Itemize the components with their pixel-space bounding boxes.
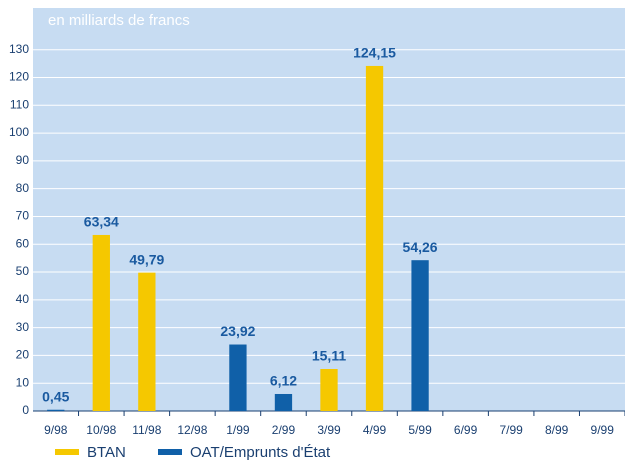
y-tick-label: 0 (22, 403, 29, 417)
x-tick-label: 9/98 (44, 423, 68, 437)
bar (365, 65, 384, 412)
y-tick-label: 100 (9, 125, 29, 139)
x-tick-label: 8/99 (545, 423, 569, 437)
y-tick-label: 50 (16, 264, 30, 278)
value-label: 49,79 (129, 251, 164, 267)
y-tick-label: 130 (9, 42, 29, 56)
y-tick-label: 80 (16, 181, 30, 195)
x-tick-label: 11/98 (132, 423, 161, 437)
y-tick-label: 70 (16, 209, 30, 223)
legend-label: BTAN (87, 444, 126, 461)
y-tick-label: 30 (16, 320, 30, 334)
chart-title: en milliards de francs (48, 12, 190, 29)
value-label: 6,12 (270, 373, 297, 389)
value-label: 54,26 (403, 239, 438, 255)
x-tick-label: 12/98 (177, 423, 207, 437)
y-tick-label: 40 (16, 292, 30, 306)
legend-label: OAT/Emprunts d'État (190, 444, 331, 461)
bar (92, 234, 110, 411)
bar (138, 272, 156, 411)
x-tick-label: 6/99 (454, 423, 478, 437)
x-tick-label: 4/99 (363, 423, 387, 437)
x-tick-label: 10/98 (86, 423, 116, 437)
value-label: 63,34 (84, 214, 119, 230)
x-tick-label: 5/99 (408, 423, 432, 437)
y-tick-label: 110 (10, 97, 29, 111)
y-tick-label: 10 (16, 375, 30, 389)
y-tick-label: 120 (9, 70, 29, 84)
x-tick-label: 7/99 (499, 423, 523, 437)
value-label: 0,45 (42, 388, 69, 404)
x-tick-label: 3/99 (317, 423, 341, 437)
bar (274, 393, 293, 411)
legend-swatch (158, 449, 182, 455)
plot-area (33, 8, 625, 411)
value-label: 23,92 (220, 323, 255, 339)
bar (320, 369, 338, 411)
value-label: 124,15 (353, 45, 396, 61)
y-tick-label: 60 (16, 236, 30, 250)
bar (229, 344, 247, 411)
x-tick-label: 2/99 (272, 423, 296, 437)
bar (411, 260, 429, 411)
y-tick-label: 20 (16, 348, 30, 362)
legend-swatch (55, 449, 79, 455)
value-label: 15,11 (312, 348, 346, 364)
y-tick-label: 90 (16, 153, 30, 167)
x-tick-label: 9/99 (591, 423, 615, 437)
bar (47, 409, 65, 411)
x-tick-label: 1/99 (226, 423, 250, 437)
